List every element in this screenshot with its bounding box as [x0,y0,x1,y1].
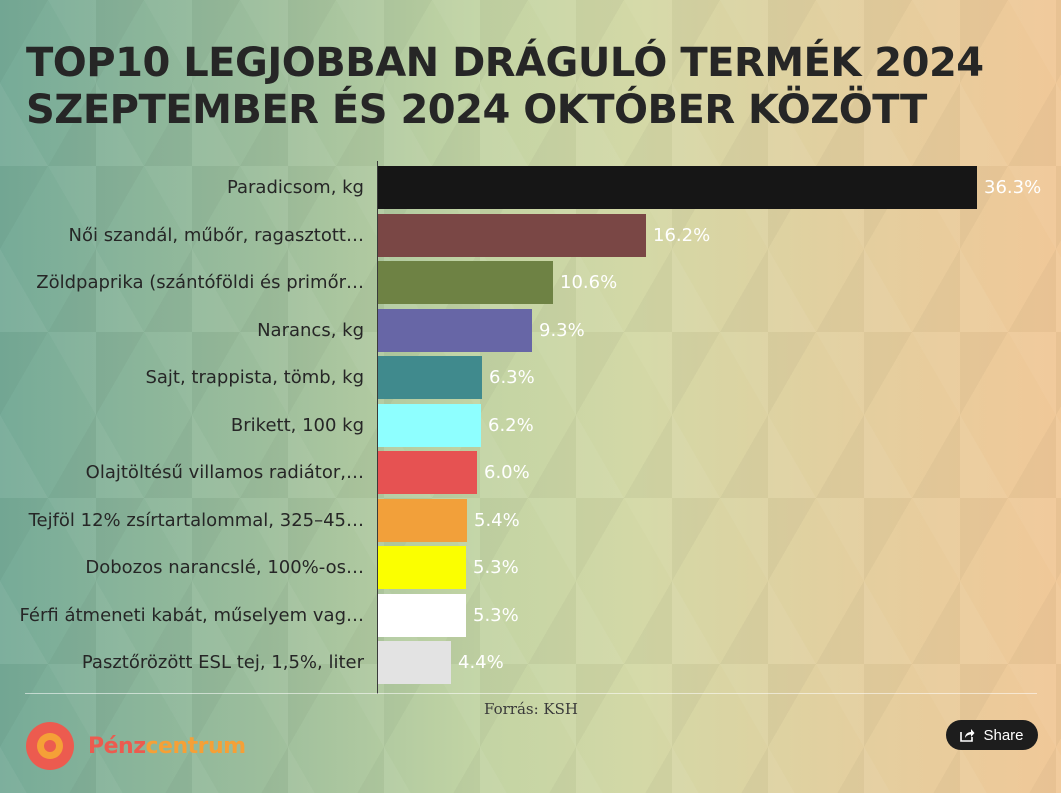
bar[interactable] [378,356,482,399]
value-label: 5.3% [473,604,519,626]
chart-row: Férfi átmeneti kabát, műselyem vag… 5.3% [0,593,1061,637]
logo-text-part-1: Pénz [88,733,146,759]
category-label: Paradicsom, kg [226,177,364,198]
bar[interactable] [378,641,451,684]
logo-text-part-2: centrum [145,733,247,759]
chart-row: Narancs, kg 9.3% [0,308,1061,352]
category-label: Női szandál, műbőr, ragasztott… [68,224,365,246]
bar[interactable] [378,403,481,447]
bar[interactable] [378,498,467,542]
source-note: Forrás: KSH [484,700,578,718]
category-label: Sajt, trappista, tömb, kg [145,367,364,388]
category-label: Narancs, kg [257,319,364,341]
chart-title-line-1: TOP10 LEGJOBBAN DRÁGULÓ TERMÉK 2024 [26,40,984,86]
value-label: 16.2% [653,224,711,246]
logo-text: Pénzcentrum [88,734,246,759]
value-label: 6.2% [488,414,534,436]
chart-baseline [25,693,1037,694]
share-icon [960,729,975,742]
y-axis-line [377,161,378,694]
category-label: Pasztőrözött ESL tej, 1,5%, liter [81,652,364,673]
chart-row: Olajtöltésű villamos radiátor,… 6.0% [0,451,1061,494]
chart-row: Dobozos narancslé, 100%-os… 5.3% [0,546,1061,589]
value-label: 6.0% [484,462,530,483]
category-label: Olajtöltésű villamos radiátor,… [85,462,364,483]
chart-title: TOP10 LEGJOBBAN DRÁGULÓ TERMÉK 2024 SZEP… [26,40,1026,134]
bar[interactable] [378,593,466,637]
pénzcentrum-logo: Pénzcentrum [26,722,246,770]
chart-row: Női szandál, műbőr, ragasztott… 16.2% [0,213,1061,257]
bar[interactable] [378,261,553,304]
chart-row: Sajt, trappista, tömb, kg 6.3% [0,356,1061,399]
share-label: Share [983,726,1024,744]
value-label: 10.6% [560,272,618,293]
bar[interactable] [378,166,977,209]
category-label: Tejföl 12% zsírtartalommal, 325–45… [28,509,364,531]
chart-row: Pasztőrözött ESL tej, 1,5%, liter 4.4% [0,641,1061,684]
chart-row: Zöldpaprika (szántóföldi és primőr… 10.6% [0,261,1061,304]
value-label: 5.3% [473,557,519,578]
category-label: Dobozos narancslé, 100%-os… [85,557,364,578]
chart-title-line-2: SZEPTEMBER ÉS 2024 OKTÓBER KÖZÖTT [26,87,927,133]
value-label: 36.3% [984,177,1042,198]
value-label: 6.3% [489,367,535,388]
bar-chart: Paradicsom, kg 36.3% Női szandál, műbőr, r… [0,160,1061,695]
value-label: 9.3% [539,319,585,341]
value-label: 4.4% [458,652,504,673]
category-label: Brikett, 100 kg [230,414,364,436]
chart-row: Tejföl 12% zsírtartalommal, 325–45… 5.4% [0,498,1061,542]
bar[interactable] [378,213,646,257]
chart-row: Paradicsom, kg 36.3% [0,166,1061,209]
chart-row: Brikett, 100 kg 6.2% [0,403,1061,447]
category-label: Férfi átmeneti kabát, műselyem vag… [19,604,364,626]
bar[interactable] [378,451,477,494]
bar[interactable] [378,308,532,352]
category-label: Zöldpaprika (szántóföldi és primőr… [36,272,364,293]
logo-mark-icon [26,722,74,770]
share-button[interactable]: Share [946,720,1038,750]
value-label: 5.4% [474,509,520,531]
bar[interactable] [378,546,466,589]
